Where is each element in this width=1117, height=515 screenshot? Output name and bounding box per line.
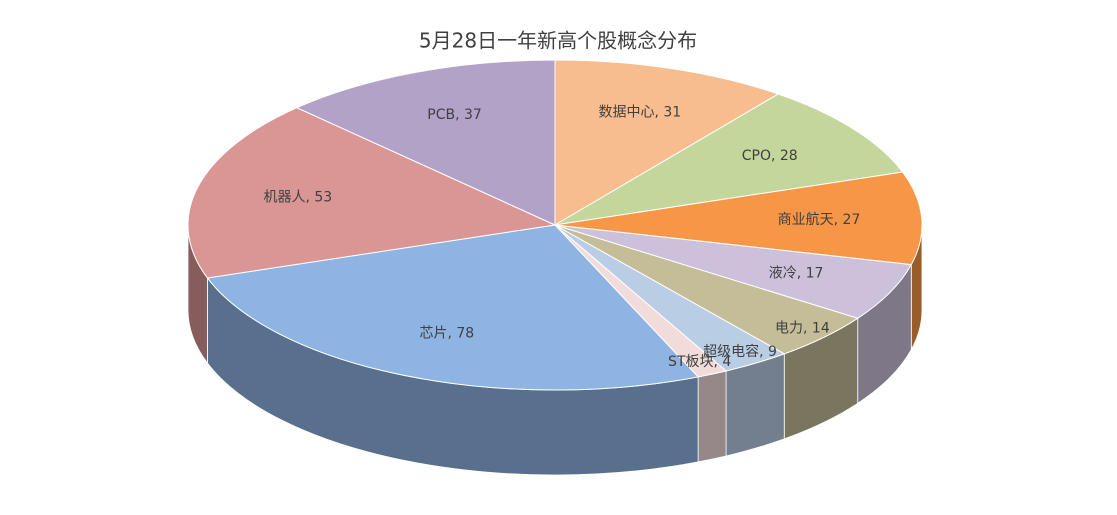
slice [295, 59, 556, 226]
slice [554, 59, 780, 226]
slice [554, 224, 913, 319]
slice [554, 93, 904, 226]
chart-title: 5月28日一年新高个股概念分布 [419, 29, 697, 53]
data-label: 液冷, 17 [769, 266, 824, 282]
data-label: 机器人, 53 [263, 190, 332, 206]
data-label: 数据中心, 31 [598, 104, 681, 120]
data-label: ST板块, 4 [668, 354, 731, 370]
pie-sides [187, 224, 923, 476]
labels: 数据中心, 31 CPO, 28 商业航天, 27 液冷, 17 电力, 14 超级电容,… [263, 104, 860, 370]
data-label: 超级电容, 9 [703, 343, 777, 360]
slice [206, 224, 700, 391]
data-label: 商业航天, 27 [778, 212, 861, 228]
slice [554, 171, 923, 266]
data-label: 电力, 14 [775, 320, 830, 336]
slice-side [697, 370, 727, 463]
slice [187, 107, 557, 279]
pie-tops [187, 59, 923, 391]
data-label: CPO, 28 [742, 148, 798, 164]
data-label: PCB, 37 [427, 107, 482, 123]
data-label: 芯片, 78 [419, 325, 474, 341]
